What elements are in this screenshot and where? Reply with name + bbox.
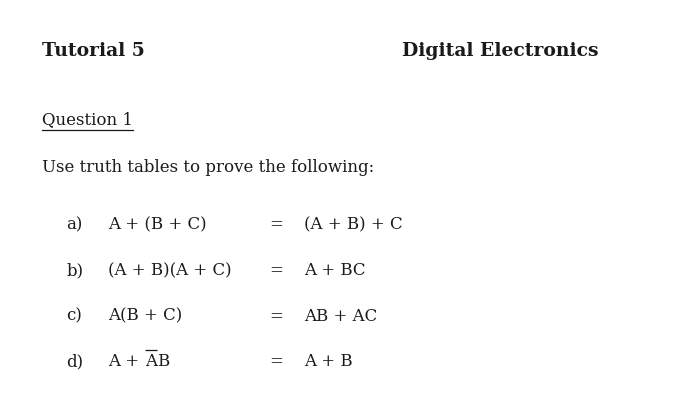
Text: A: A xyxy=(145,353,157,370)
Text: Tutorial 5: Tutorial 5 xyxy=(42,42,145,60)
Text: =: = xyxy=(270,353,284,370)
Text: AB + AC: AB + AC xyxy=(304,308,378,325)
Text: (A + B) + C: (A + B) + C xyxy=(304,216,403,233)
Text: =: = xyxy=(270,262,284,279)
Text: (A + B)(A + C): (A + B)(A + C) xyxy=(108,262,232,279)
Text: A +: A + xyxy=(108,353,145,370)
Text: A + B: A + B xyxy=(304,353,353,370)
Text: A + (B + C): A + (B + C) xyxy=(108,216,207,233)
Text: Digital Electronics: Digital Electronics xyxy=(402,42,599,60)
Text: b): b) xyxy=(66,262,83,279)
Text: Use truth tables to prove the following:: Use truth tables to prove the following: xyxy=(42,159,374,176)
Text: d): d) xyxy=(66,353,83,370)
Text: a): a) xyxy=(66,216,83,233)
Text: B: B xyxy=(157,353,169,370)
Text: A(B + C): A(B + C) xyxy=(108,308,183,325)
Text: =: = xyxy=(270,216,284,233)
Text: c): c) xyxy=(66,308,83,325)
Text: Question 1: Question 1 xyxy=(42,111,133,128)
Text: A + BC: A + BC xyxy=(304,262,366,279)
Text: =: = xyxy=(270,308,284,325)
